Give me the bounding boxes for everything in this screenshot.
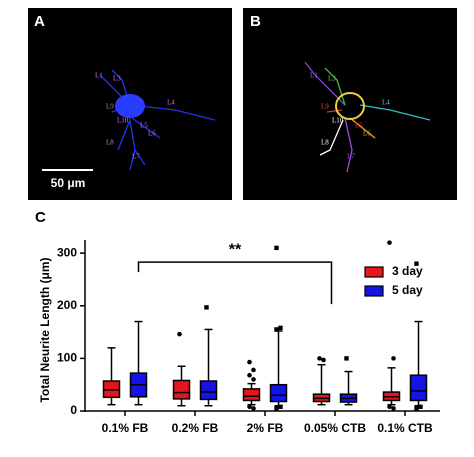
outlier <box>251 377 256 382</box>
neuron-label: L6 <box>363 130 371 138</box>
outlier <box>278 404 283 409</box>
legend-label: 3 day <box>392 264 423 278</box>
neuron-label: L9 <box>321 103 329 111</box>
x-tick-label: 2% FB <box>247 421 284 435</box>
outlier <box>251 406 256 411</box>
outlier <box>247 404 252 410</box>
neuron-label: L4 <box>382 99 390 107</box>
neuron-label: L5 <box>355 122 363 130</box>
neuron-label: L10 <box>332 117 344 125</box>
neuron-label: L9 <box>106 103 114 111</box>
legend-swatch <box>364 266 384 278</box>
x-tick-label: 0.1% FB <box>102 421 149 435</box>
neuron-label: L7 <box>132 153 140 161</box>
x-tick-label: 0.2% FB <box>172 421 219 435</box>
outlier <box>177 331 182 337</box>
neuron-label: L1 <box>95 72 103 80</box>
outlier <box>321 357 326 363</box>
neuron-label: L10 <box>117 117 129 125</box>
legend-swatch <box>364 285 384 297</box>
neuron-label: L5 <box>140 122 148 130</box>
neuron-label: L3 <box>113 75 121 83</box>
neuron-b <box>304 61 431 173</box>
legend-label: 5 day <box>392 283 423 297</box>
outlier <box>387 404 392 410</box>
outlier <box>274 406 279 411</box>
outlier <box>251 367 256 373</box>
box <box>269 383 288 403</box>
box <box>242 388 261 402</box>
neuron-label: L7 <box>347 153 355 161</box>
scale-bar-label: 50 μm <box>51 176 86 190</box>
y-tick-label: 200 <box>57 298 77 312</box>
box <box>102 380 121 399</box>
outlier <box>278 325 283 331</box>
y-tick-label: 100 <box>57 351 77 365</box>
significance-bracket <box>137 261 333 305</box>
outlier <box>414 261 419 266</box>
outlier <box>274 327 279 332</box>
neuron-label: L3 <box>328 75 336 83</box>
outlier <box>391 356 396 361</box>
box <box>172 379 191 400</box>
box <box>199 380 218 401</box>
x-tick-label: 0.1% CTB <box>377 421 433 435</box>
outlier <box>317 356 322 361</box>
y-axis-label: Total Neurite Length (μm) <box>38 257 52 402</box>
outlier <box>391 406 396 411</box>
panel-label: C <box>35 209 46 226</box>
neuron-label: L8 <box>321 139 329 147</box>
x-tick-label: 0.05% CTB <box>304 421 366 435</box>
panel-label: B <box>250 13 261 30</box>
outlier <box>344 356 349 361</box>
neuron-soma <box>115 94 145 118</box>
outlier <box>204 305 209 310</box>
image-b <box>243 8 457 200</box>
neuron-label: L4 <box>167 99 175 107</box>
outlier <box>274 245 279 251</box>
neuron-label: L8 <box>106 139 114 147</box>
neuron-label: L1 <box>310 72 318 80</box>
outlier <box>414 406 419 411</box>
outlier <box>387 240 392 245</box>
outlier <box>247 372 252 378</box>
outlier <box>247 359 252 365</box>
box <box>409 374 428 402</box>
outlier <box>418 404 423 409</box>
neuron-label: L6 <box>148 130 156 138</box>
y-tick-label: 0 <box>70 403 77 417</box>
panel-label: A <box>34 13 45 30</box>
significance-label: ** <box>229 241 242 258</box>
y-tick-label: 300 <box>57 245 77 259</box>
